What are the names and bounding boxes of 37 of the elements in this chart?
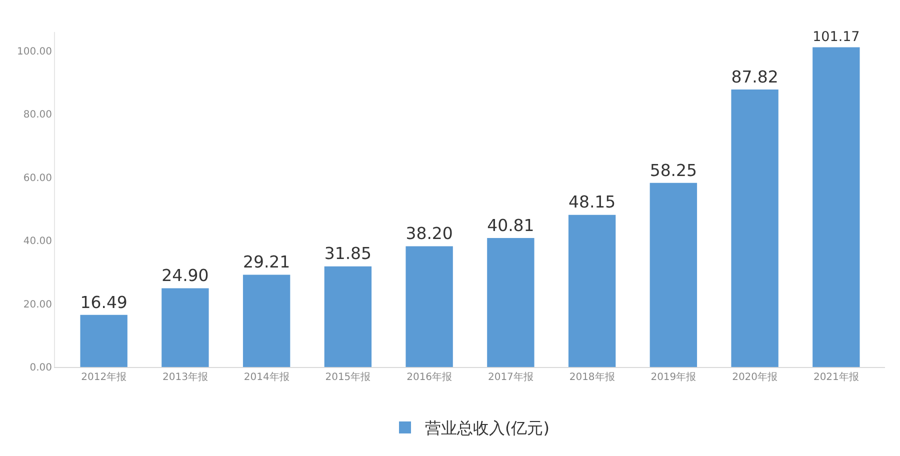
bar bbox=[487, 238, 534, 367]
data-label: 101.17 bbox=[812, 28, 860, 45]
data-label: 24.90 bbox=[162, 266, 209, 286]
bar bbox=[324, 266, 372, 367]
data-label: 87.82 bbox=[731, 67, 778, 86]
x-tick-label: 2015年报 bbox=[325, 371, 371, 383]
data-label: 48.15 bbox=[568, 192, 616, 212]
x-tick-label: 2016年报 bbox=[406, 371, 452, 383]
x-tick-label: 2012年报 bbox=[81, 371, 127, 383]
bar bbox=[242, 274, 290, 367]
data-label: 29.21 bbox=[242, 252, 290, 272]
bar bbox=[812, 47, 860, 367]
legend-label: 营业总收入(亿元) bbox=[425, 418, 550, 438]
data-label: 38.20 bbox=[406, 224, 453, 244]
x-tick-label: 2014年报 bbox=[244, 371, 290, 383]
data-label: 16.49 bbox=[80, 292, 128, 312]
y-tick-label: 60.00 bbox=[23, 172, 52, 184]
x-tick-label: 2018年报 bbox=[569, 371, 615, 383]
data-label: 58.25 bbox=[650, 160, 698, 180]
y-tick-label: 80.00 bbox=[23, 110, 52, 121]
x-tick-label: 2013年报 bbox=[162, 371, 208, 383]
y-tick-label: 40.00 bbox=[23, 236, 52, 248]
bar bbox=[80, 314, 128, 367]
data-label: 31.85 bbox=[324, 244, 372, 264]
bar bbox=[568, 214, 616, 367]
x-tick-label: 2019年报 bbox=[650, 371, 696, 383]
bar bbox=[650, 182, 698, 367]
x-tick-label: 2020年报 bbox=[732, 371, 778, 383]
bar bbox=[406, 246, 453, 367]
x-tick-label: 2021年报 bbox=[813, 371, 859, 383]
x-tick-label: 2017年报 bbox=[488, 371, 534, 383]
y-tick-label: 20.00 bbox=[23, 299, 52, 310]
y-tick-label: 0.00 bbox=[30, 362, 52, 374]
y-tick-label: 100.00 bbox=[17, 46, 52, 58]
bar bbox=[162, 288, 209, 367]
data-label: 40.81 bbox=[487, 216, 534, 235]
bar bbox=[731, 89, 778, 367]
